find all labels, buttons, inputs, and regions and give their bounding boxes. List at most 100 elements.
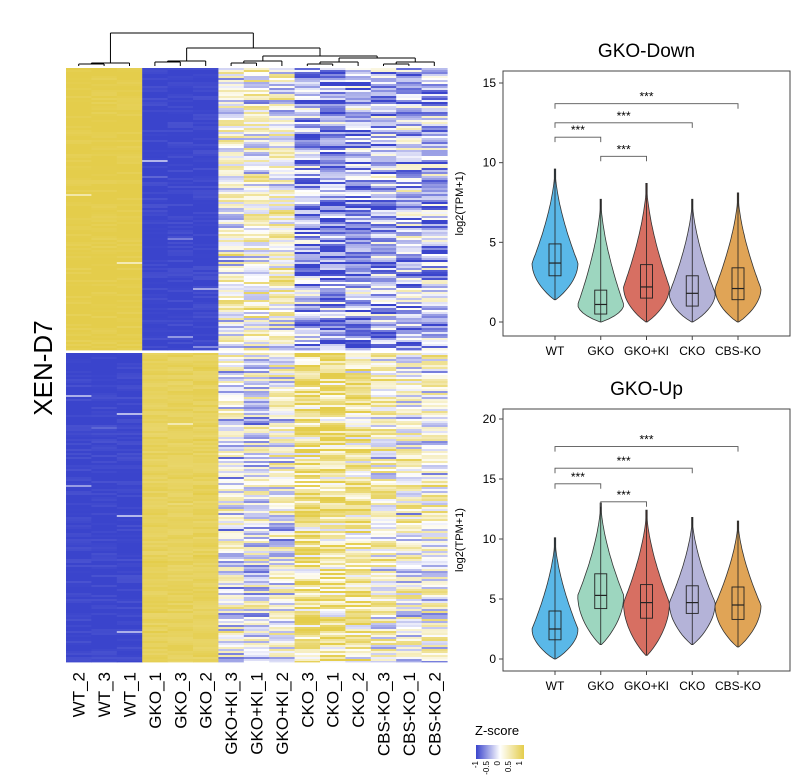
heatmap-cell <box>116 389 143 392</box>
heatmap-cell <box>396 659 423 662</box>
heatmap-cell <box>294 599 321 602</box>
heatmap-cell <box>320 439 346 442</box>
heatmap-cell <box>243 138 270 141</box>
heatmap-cell <box>218 463 245 466</box>
heatmap-cell <box>193 324 219 327</box>
heatmap-cell <box>269 569 296 572</box>
heatmap-cell <box>396 413 423 416</box>
heatmap-cell <box>243 573 270 576</box>
heatmap-cell <box>345 399 372 402</box>
heatmap-cell <box>167 427 194 430</box>
heatmap-cell <box>218 348 245 351</box>
heatmap-cell <box>243 322 270 325</box>
heatmap-cell <box>370 449 397 452</box>
column-label: CKO_3 <box>298 672 317 728</box>
heatmap-cell <box>345 565 372 568</box>
heatmap-cell <box>294 150 321 153</box>
heatmap-cell <box>218 545 245 548</box>
heatmap-cell <box>167 651 194 654</box>
heatmap-cell <box>91 533 118 536</box>
heatmap-cell <box>396 655 423 658</box>
heatmap-cell <box>66 168 92 171</box>
heatmap-cell <box>167 405 194 408</box>
heatmap-cell <box>396 332 423 335</box>
heatmap-cell <box>269 106 296 109</box>
heatmap-cell <box>269 553 296 556</box>
heatmap-cell <box>116 355 143 358</box>
heatmap-cell <box>193 236 219 239</box>
heatmap-cell <box>345 511 372 514</box>
heatmap-cell <box>294 635 321 638</box>
heatmap-cell <box>116 545 143 548</box>
heatmap-cell <box>116 589 143 592</box>
heatmap-cell <box>320 308 346 311</box>
heatmap-cell <box>116 485 143 488</box>
heatmap-cell <box>345 545 372 548</box>
heatmap-cell <box>294 334 321 337</box>
heatmap-cell <box>345 234 372 237</box>
heatmap-cell <box>421 172 448 175</box>
heatmap-cell <box>243 609 270 612</box>
heatmap-cell <box>345 357 372 360</box>
heatmap-cell <box>218 555 245 558</box>
heatmap-cell <box>294 499 321 502</box>
heatmap-cell <box>218 637 245 640</box>
heatmap-cell <box>370 344 397 347</box>
heatmap-cell <box>142 168 169 171</box>
heatmap-cell <box>167 176 194 179</box>
heatmap-cell <box>116 76 143 79</box>
heatmap-cell <box>167 278 194 281</box>
heatmap-cell <box>345 268 372 271</box>
heatmap-cell <box>370 260 397 263</box>
heatmap-cell <box>269 393 296 396</box>
heatmap-cell <box>91 561 118 564</box>
heatmap-cell <box>421 399 448 402</box>
heatmap-cell <box>294 433 321 436</box>
heatmap-cell <box>218 471 245 474</box>
heatmap-cell <box>370 365 397 368</box>
heatmap-cell <box>396 465 423 468</box>
heatmap-cell <box>218 308 245 311</box>
heatmap-cell <box>294 503 321 506</box>
heatmap-cell <box>320 511 346 514</box>
heatmap-cell <box>396 232 423 235</box>
heatmap-cell <box>294 579 321 582</box>
heatmap-cell <box>294 423 321 426</box>
heatmap-cell <box>370 224 397 227</box>
heatmap-cell <box>142 415 169 418</box>
heatmap-cell <box>167 559 194 562</box>
heatmap-cell <box>421 527 448 530</box>
heatmap-cell <box>269 150 296 153</box>
heatmap-cell <box>142 583 169 586</box>
heatmap-cell <box>421 545 448 548</box>
heatmap-cell <box>320 477 346 480</box>
heatmap-cell <box>396 545 423 548</box>
heatmap-cell <box>421 551 448 554</box>
heatmap-cell <box>218 346 245 349</box>
heatmap-cell <box>193 595 219 598</box>
heatmap-cell <box>142 599 169 602</box>
heatmap-cell <box>142 373 169 376</box>
heatmap-cell <box>116 453 143 456</box>
heatmap-cell <box>66 467 92 470</box>
heatmap-cell <box>243 405 270 408</box>
heatmap-cell <box>294 90 321 93</box>
heatmap-cell <box>269 503 296 506</box>
heatmap-cell <box>396 346 423 349</box>
heatmap-cell <box>396 619 423 622</box>
heatmap-cell <box>193 178 219 181</box>
heatmap-cell <box>421 377 448 380</box>
heatmap-cell <box>269 657 296 660</box>
heatmap-cell <box>66 377 92 380</box>
heatmap-cell <box>370 122 397 125</box>
heatmap-cell <box>167 589 194 592</box>
heatmap-cell <box>91 513 118 516</box>
heatmap-cell <box>396 184 423 187</box>
heatmap-cell <box>269 338 296 341</box>
heatmap-cell <box>193 515 219 518</box>
heatmap-cell <box>421 228 448 231</box>
heatmap-cell <box>116 218 143 221</box>
heatmap-cell <box>193 242 219 245</box>
heatmap-cell <box>294 611 321 614</box>
heatmap-cell <box>370 84 397 87</box>
